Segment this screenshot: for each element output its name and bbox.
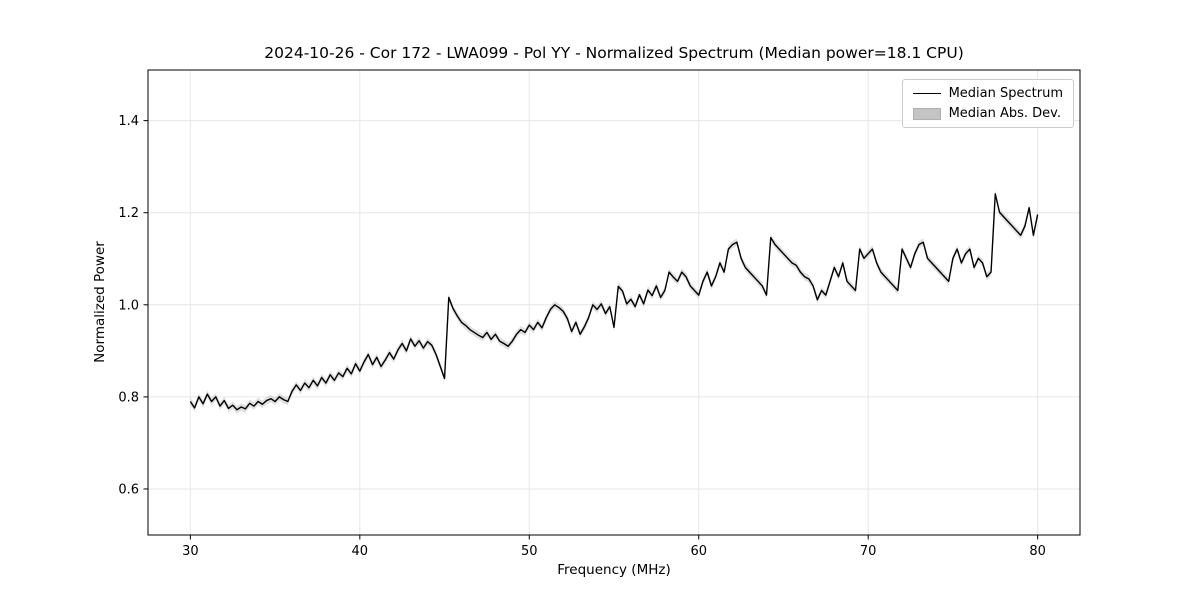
svg-text:50: 50: [521, 544, 538, 559]
legend-item-median-spectrum: Median Spectrum: [912, 86, 1063, 101]
svg-text:1.0: 1.0: [118, 298, 139, 313]
svg-text:30: 30: [182, 544, 199, 559]
svg-text:0.6: 0.6: [118, 482, 139, 497]
legend: Median Spectrum Median Abs. Dev.: [901, 79, 1074, 128]
y-axis-label: Normalized Power: [92, 241, 108, 363]
line-swatch-icon: [912, 93, 941, 94]
spectrum-line: [189, 193, 1039, 411]
y-tick-labels: 0.6 0.8 1.0 1.2 1.4: [118, 114, 139, 497]
axes-border: [147, 69, 1081, 536]
axis-ticks: [143, 120, 1039, 540]
svg-text:60: 60: [690, 544, 707, 559]
svg-text:1.2: 1.2: [118, 206, 139, 221]
grid-lines: [148, 70, 1080, 535]
legend-label: Median Spectrum: [948, 86, 1063, 101]
svg-text:40: 40: [352, 544, 369, 559]
svg-text:70: 70: [860, 544, 877, 559]
legend-item-median-abs-dev: Median Abs. Dev.: [912, 106, 1063, 121]
legend-label: Median Abs. Dev.: [948, 106, 1062, 121]
chart-title: 2024-10-26 - Cor 172 - LWA099 - Pol YY -…: [264, 44, 964, 62]
x-tick-labels: 30 40 50 60 70 80: [182, 544, 1046, 559]
mad-band: [190, 190, 1038, 414]
x-axis-label: Frequency (MHz): [557, 562, 671, 578]
svg-text:0.8: 0.8: [118, 390, 139, 405]
svg-text:1.4: 1.4: [118, 114, 139, 129]
patch-swatch-icon: [912, 107, 941, 120]
svg-text:80: 80: [1029, 544, 1046, 559]
